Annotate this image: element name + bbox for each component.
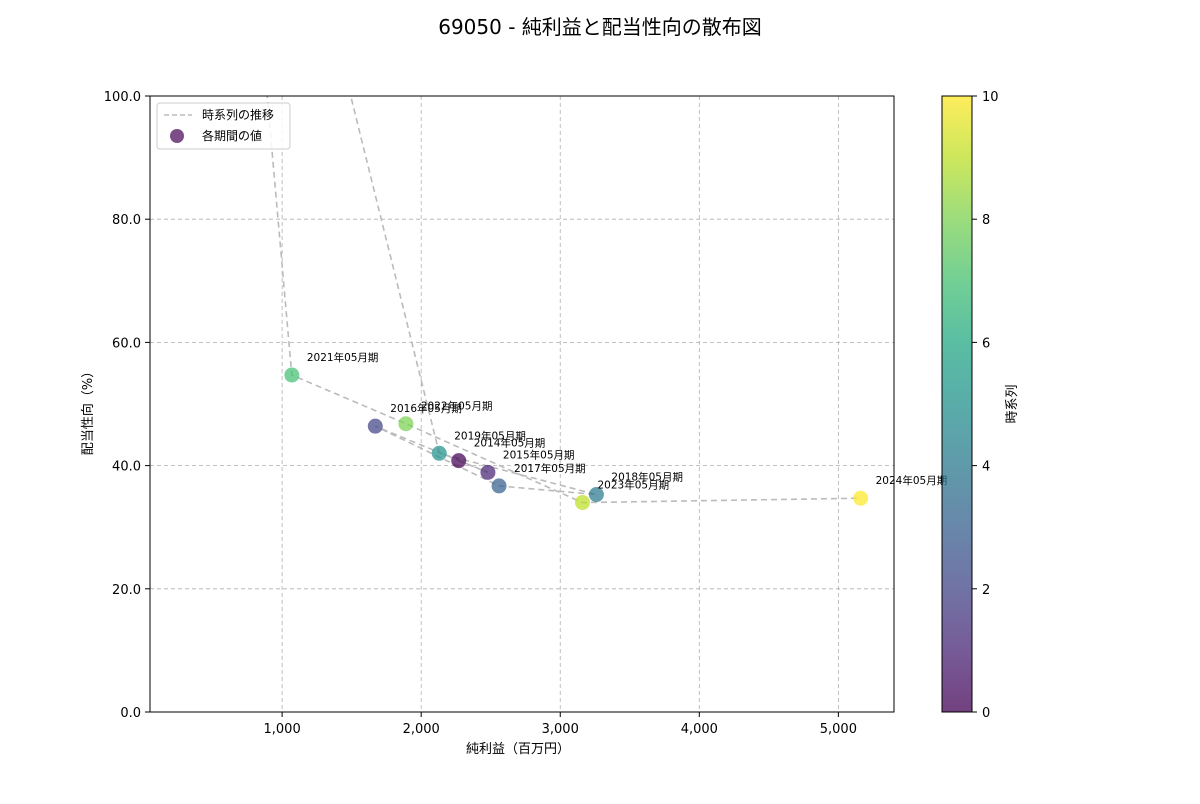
data-point[interactable]: [574, 495, 590, 511]
colorbar-frame: [941, 95, 973, 713]
data-point-label: 2016年05月期: [390, 402, 462, 415]
x-axis-label: 純利益（百万円）: [466, 742, 570, 757]
colorbar-gradient: [942, 96, 972, 712]
time-series-path: [266, 96, 861, 504]
legend: 時系列の推移 各期間の値: [156, 102, 291, 150]
y-tick-label: 100.0: [104, 90, 141, 105]
x-axis-ticks: 1,000 2,000 3,000 4,000 5,000: [264, 712, 857, 737]
colorbar: 0 2 4 6 8 10 時系列: [941, 90, 1020, 721]
x-tick-label: 1,000: [264, 722, 301, 737]
x-tick-label: 5,000: [820, 722, 857, 737]
data-point[interactable]: [284, 367, 300, 383]
data-point[interactable]: [398, 416, 414, 432]
colorbar-tick-label: 6: [982, 336, 990, 351]
data-point-label: 2017年05月期: [514, 462, 586, 475]
y-axis-ticks: 0.0 20.0 40.0 60.0 80.0 100.0: [104, 90, 150, 721]
x-tick-label: 3,000: [542, 722, 579, 737]
data-point[interactable]: [853, 490, 869, 506]
data-point[interactable]: [491, 478, 507, 494]
data-point-label: 2023年05月期: [597, 479, 669, 492]
data-point-label: 2015年05月期: [503, 448, 575, 461]
data-point-label: 2014年05月期: [474, 437, 546, 450]
data-point[interactable]: [451, 453, 467, 469]
colorbar-tick-label: 2: [982, 583, 990, 598]
data-point[interactable]: [431, 445, 447, 461]
time-series-line: [266, 96, 861, 504]
y-tick-label: 20.0: [112, 583, 141, 598]
plot-frame: [149, 95, 895, 713]
colorbar-ticks: 0 2 4 6 8 10: [972, 90, 999, 721]
y-tick-label: 40.0: [112, 460, 141, 475]
data-point-label: 2022年05月期: [421, 400, 493, 413]
data-point-label: 2021年05月期: [307, 351, 379, 364]
data-point[interactable]: [480, 464, 496, 480]
scatter-points: [284, 367, 869, 511]
chart-title: 69050 - 純利益と配当性向の散布図: [438, 15, 762, 39]
y-tick-label: 80.0: [112, 213, 141, 228]
colorbar-tick-label: 8: [982, 213, 990, 228]
y-axis-label: 配当性向（%）: [80, 365, 96, 455]
colorbar-label: 時系列: [1005, 384, 1020, 423]
data-point[interactable]: [588, 487, 604, 503]
colorbar-tick-label: 10: [982, 90, 999, 105]
data-point-label: 2018年05月期: [611, 471, 683, 484]
data-point-label: 2019年05月期: [454, 429, 526, 442]
legend-marker-sample: [170, 129, 184, 143]
grid-lines: [150, 95, 894, 713]
data-point[interactable]: [367, 418, 383, 434]
x-tick-label: 2,000: [403, 722, 440, 737]
legend-marker-label: 各期間の値: [202, 128, 262, 143]
data-point-label: 2024年05月期: [876, 474, 948, 487]
legend-line-label: 時系列の推移: [202, 108, 274, 122]
y-tick-label: 60.0: [112, 336, 141, 351]
y-tick-label: 0.0: [120, 706, 141, 721]
x-tick-label: 4,000: [681, 722, 718, 737]
colorbar-tick-label: 4: [982, 460, 990, 475]
colorbar-tick-label: 0: [982, 706, 990, 721]
